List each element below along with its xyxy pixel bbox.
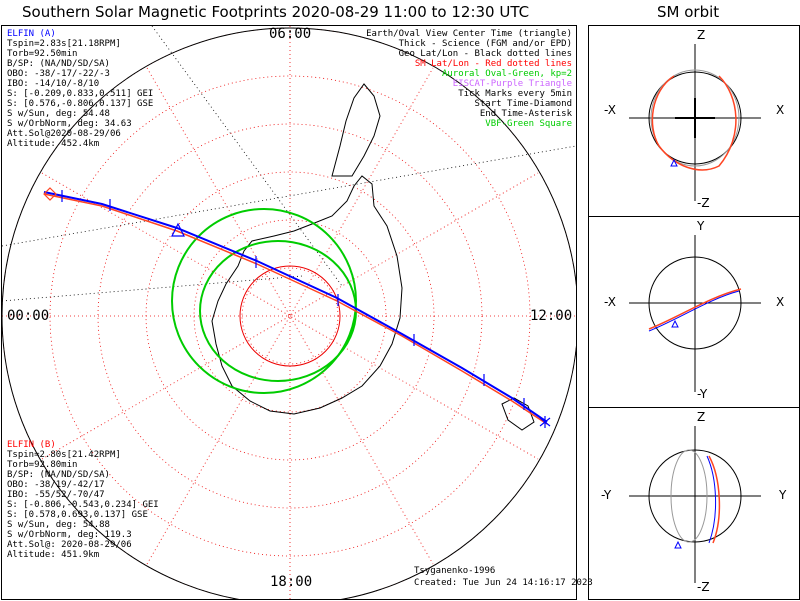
- legend-item: VBF-Green Square: [485, 119, 572, 129]
- clock-label-top: 06:00: [269, 26, 312, 42]
- legend-item: SM Lat/Lon - Red dotted lines: [414, 59, 572, 69]
- orbit3-right-label: Y: [779, 488, 787, 502]
- legend-item: Auroral Oval-Green, kp=2: [441, 69, 572, 79]
- probe-a-info-line: Att.Sol@2020-08-29/06: [7, 129, 121, 139]
- orbit1-left-label: -X: [604, 103, 616, 117]
- probe-a-info-line: S: [-0.209,0.833,0.511] GEI: [7, 89, 154, 99]
- legend-item: Thick - Science (FGM and/or EPD): [398, 39, 572, 49]
- probe-a-info-line: OBO: -38/-17/-22/-3: [7, 69, 110, 79]
- legend-item: EISCAT-Purple Triangle: [452, 79, 572, 89]
- probe-a-info-line: Tspin=2.83s[21.18RPM]: [7, 39, 121, 49]
- legend-item: End Time-Asterisk: [479, 109, 572, 119]
- probe-b-info-line: OBO: -38/19/-42/17: [7, 480, 105, 490]
- orbit1-right-label: X: [776, 103, 785, 117]
- probe-b-info-line: S w/OrbNorm, deg: 119.3: [7, 530, 132, 540]
- legend-item: Start Time-Diamond: [474, 99, 572, 109]
- antarctica-coastline: [211, 175, 403, 415]
- orbit3-left-label: -Y: [601, 488, 612, 502]
- probe-a-lines: Tspin=2.83s[21.18RPM] Torb=92.50min B/SP: …: [7, 39, 153, 149]
- orbit-plot-xz: [629, 44, 761, 201]
- orbit2-left-label: -X: [604, 295, 616, 309]
- probe-b-info-line: S: [-0.806,-0.543,0.234] GEI: [7, 500, 159, 510]
- orbit-plot-xy: [629, 235, 761, 392]
- probe-a-info-line: Altitude: 452.4km: [7, 139, 100, 149]
- south-america-coastline: [331, 83, 381, 177]
- orbit1-down-label: -Z: [697, 196, 710, 210]
- orbit1-up-label: Z: [697, 28, 706, 42]
- geo-grid: [2, 26, 576, 302]
- created-label: Created: Tue Jun 24 14:16:17 2023: [414, 578, 593, 588]
- footprint-map-panel: 06:00 00:00 12:00 18:00 ELFIN (A) Tspin=…: [1, 25, 593, 600]
- probe-a-info-line: Torb=92.50min: [7, 49, 78, 59]
- model-label: Tsyganenko-1996: [414, 566, 496, 576]
- orbit2-right-label: X: [776, 295, 785, 309]
- probe-b-info-line: Altitude: 451.9km: [7, 550, 100, 560]
- track-tick-marks: [61, 190, 525, 410]
- clock-label-left: 00:00: [7, 308, 50, 324]
- orbit2-up-label: Y: [697, 219, 705, 233]
- probe-b-info-line: Att.Sol@: 2020-08-29/06: [7, 540, 132, 550]
- map-boundary: [2, 27, 576, 599]
- probe-b-info: ELFIN (B) Tspin=2.80s[21.42RPM] Torb=92.8…: [7, 440, 159, 560]
- orbit3-down-label: -Z: [697, 580, 710, 594]
- probe-b-info-line: B/SP: (NA/ND/SD/SA): [7, 470, 110, 480]
- orbit-panel-xy: Y -Y -X X: [588, 216, 800, 408]
- orbit-panel-xz: Z -Z -X X: [588, 25, 800, 217]
- probe-a-info-line: S: [0.576,-0.806,0.137] GSE: [7, 99, 154, 109]
- end-asterisk: [539, 416, 551, 428]
- orbit-panel-yz: Z -Z -Y Y: [588, 407, 800, 600]
- legend-item: Tick Marks every 5min: [458, 89, 572, 99]
- legend-item: Earth/Oval View Center Time (triangle): [366, 29, 572, 39]
- probe-b-info-line: Torb=92.80min: [7, 460, 78, 470]
- probe-a-info-line: S w/Sun, deg: 54.48: [7, 109, 110, 119]
- auroral-oval-inner: [199, 240, 357, 382]
- landmass-coastline: [501, 397, 535, 431]
- footprint-map: [2, 26, 576, 599]
- orbit2-down-label: -Y: [697, 387, 708, 401]
- track-elfin-b: [43, 193, 548, 425]
- probe-a-info-line: IBO: -14/10/-8/10: [7, 79, 100, 89]
- probe-a-info-line: B/SP: (NA/ND/SD/SA): [7, 59, 110, 69]
- orbit-plot-yz: [629, 426, 761, 583]
- legend-item: Geo Lat/Lon - Black dotted lines: [398, 49, 572, 59]
- probe-b-lines: Tspin=2.80s[21.42RPM] Torb=92.80min B/SP: …: [7, 450, 159, 560]
- probe-a-info-line: S w/OrbNorm, deg: 34.63: [7, 119, 132, 129]
- probe-b-info-line: Tspin=2.80s[21.42RPM]: [7, 450, 121, 460]
- orbit-title: SM orbit: [657, 3, 720, 21]
- orbit3-up-label: Z: [697, 410, 706, 424]
- probe-b-info-line: S: [0.578,0.693,0.137] GSE: [7, 510, 148, 520]
- clock-label-right: 12:00: [530, 308, 573, 324]
- probe-a-name: ELFIN (A): [7, 29, 56, 39]
- legend: Earth/Oval View Center Time (triangle) Th…: [366, 29, 572, 129]
- probe-b-info-line: IBO: -55/52/-70/47: [7, 490, 105, 500]
- main-title: Southern Solar Magnetic Footprints 2020-…: [22, 3, 530, 21]
- clock-label-bottom: 18:00: [270, 574, 313, 590]
- probe-b-name: ELFIN (B): [7, 440, 56, 450]
- probe-a-info: ELFIN (A) Tspin=2.83s[21.18RPM] Torb=92.5…: [7, 29, 153, 149]
- track-elfin-a: [43, 191, 548, 423]
- probe-b-info-line: S w/Sun, deg: 54.88: [7, 520, 110, 530]
- start-diamond: [43, 187, 57, 201]
- sm-pole-circle: [239, 265, 341, 367]
- view-center-triangle: [171, 222, 185, 237]
